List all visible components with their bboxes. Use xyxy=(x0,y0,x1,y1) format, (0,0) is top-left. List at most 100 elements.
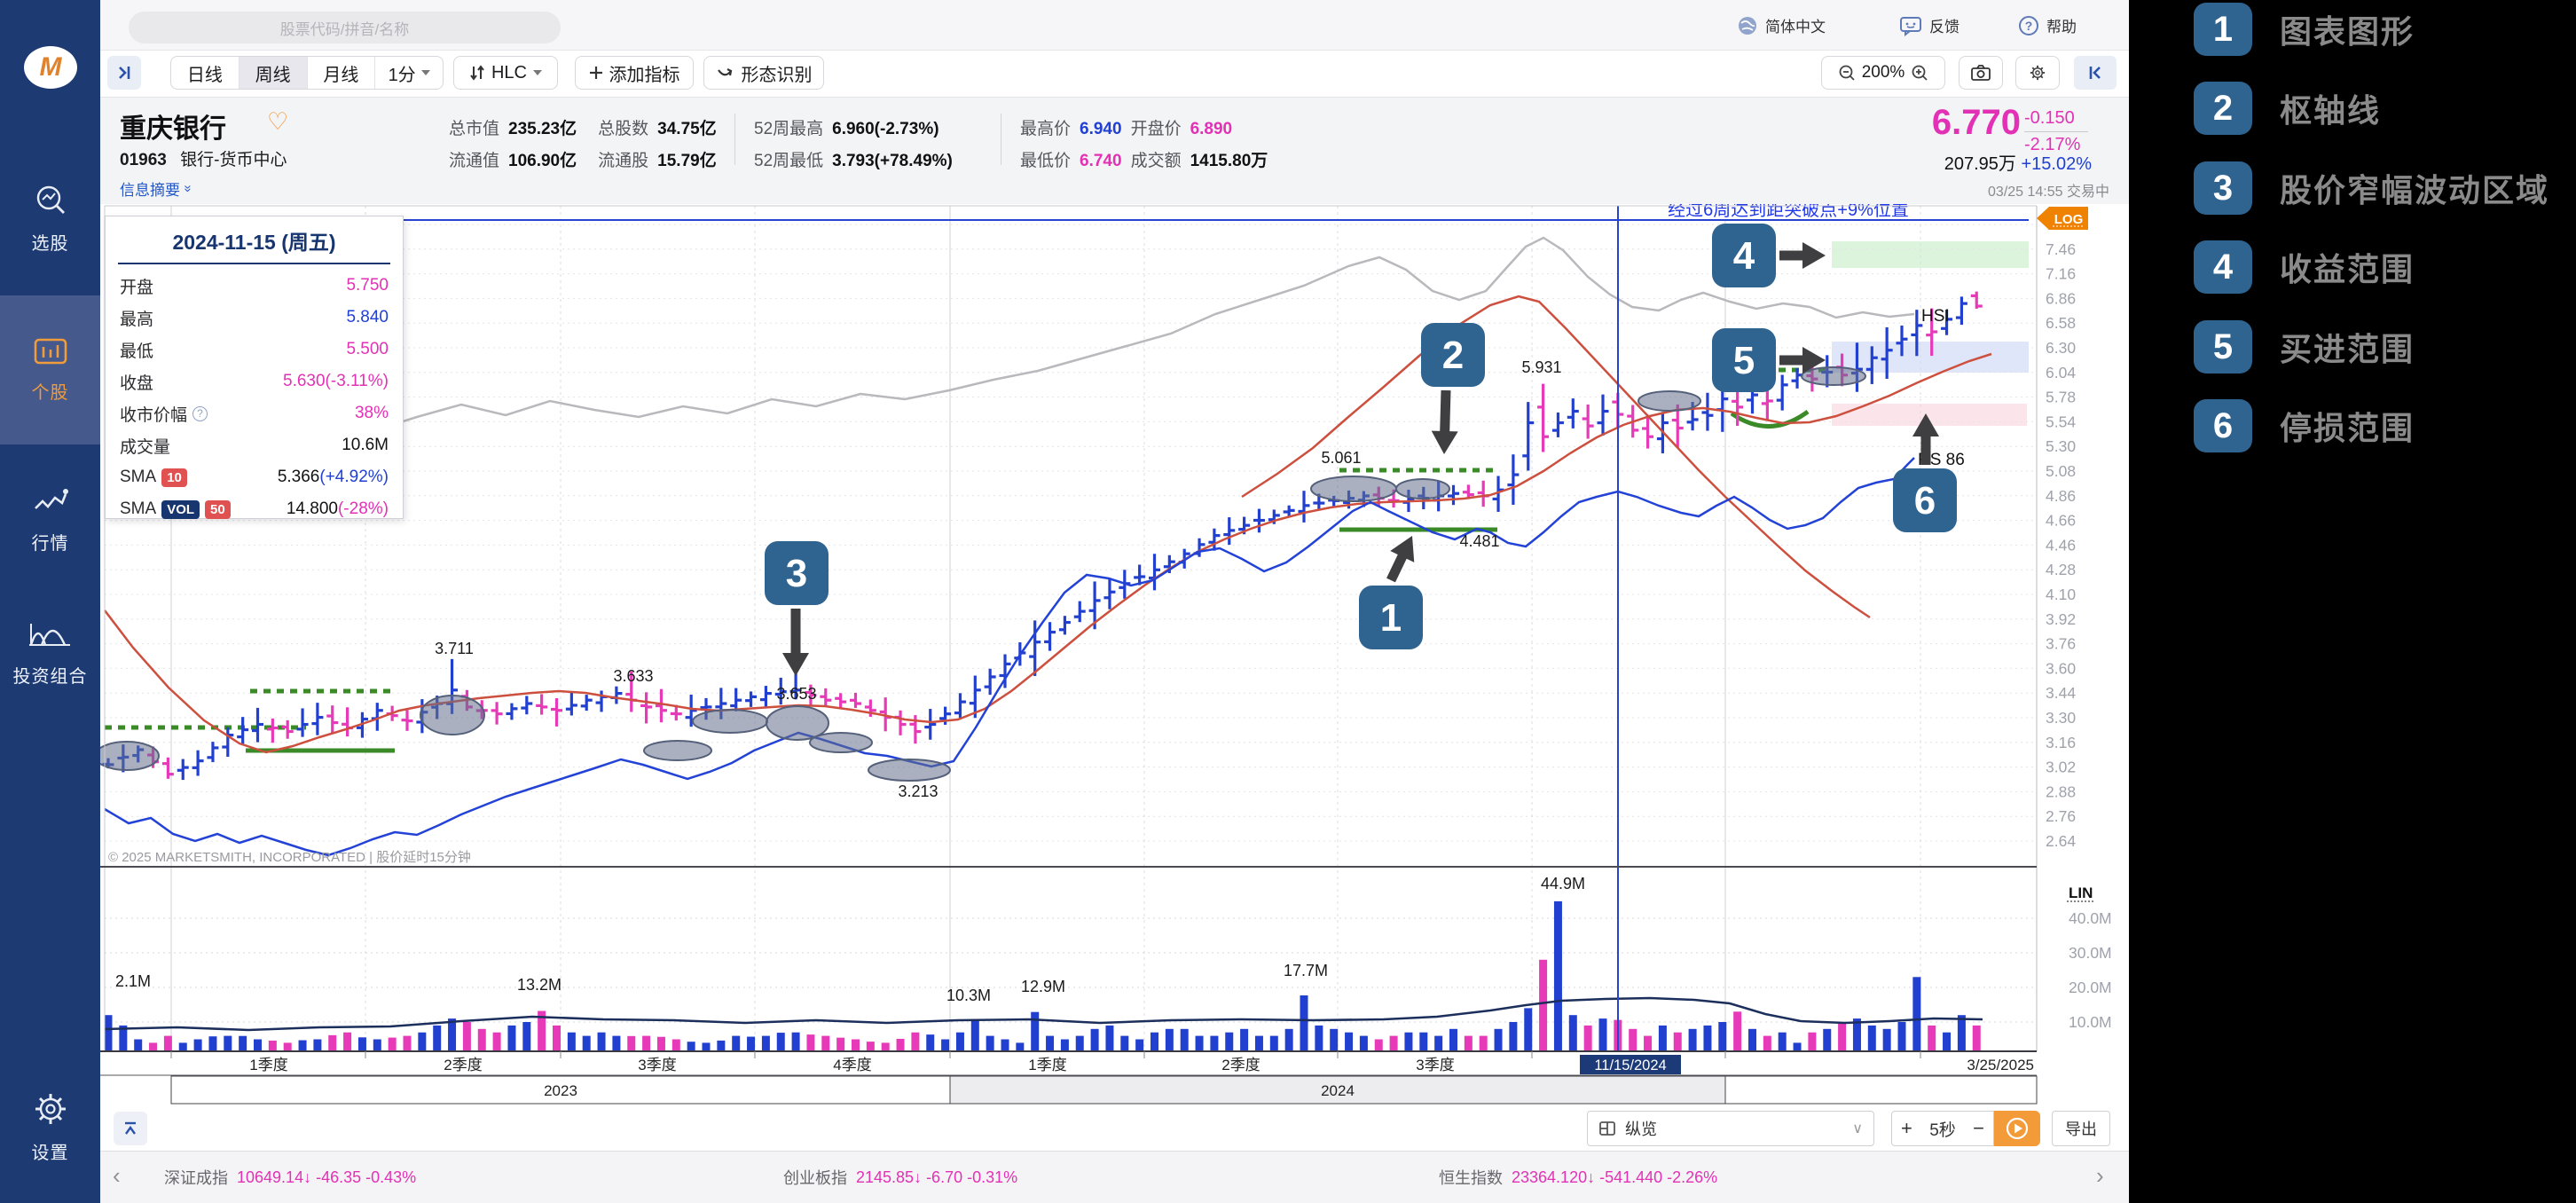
price-axis-tick: 5.08 xyxy=(2046,462,2076,480)
stat-value: 3.793(+78.49%) xyxy=(832,152,953,170)
stock-code-industry: 01963 银行-货币中心 xyxy=(120,146,287,170)
quote-low: 6.740 xyxy=(1080,152,1122,170)
pattern-arc xyxy=(1730,409,1810,429)
tooltip-value: 38% xyxy=(354,404,389,422)
volume-annotation-label: 2.1M xyxy=(115,972,151,990)
period-button-group: 日线 周线 月线 1分 xyxy=(170,56,444,90)
period-minute-dropdown[interactable]: 1分 xyxy=(375,57,443,89)
price-annotation-label: 5.061 xyxy=(1321,449,1361,467)
zoom-control: 200% xyxy=(1821,56,1945,90)
sma10-value: 5.366(+4.92%) xyxy=(277,468,389,486)
index-chinext[interactable]: 创业板指 2145.85↓ -6.70 -0.31% xyxy=(783,1166,1017,1189)
legend-badge: 3 xyxy=(2194,161,2252,215)
chevron-down-icon: ∨ xyxy=(1852,1121,1863,1136)
sidebar-item-single-stock[interactable]: 个股 xyxy=(0,295,100,444)
speed-increase-button[interactable]: + xyxy=(1901,1117,1912,1139)
view-mode-select[interactable]: 纵览 ∨ xyxy=(1587,1111,1874,1146)
chart-settings-button[interactable] xyxy=(2015,56,2060,90)
pattern-recognition-button[interactable]: 形态识别 xyxy=(703,56,824,90)
volume-axis-tick: 20.0M xyxy=(2069,979,2112,996)
sidebar-item-settings[interactable]: 设置 xyxy=(0,1089,100,1164)
collapse-panel-button[interactable] xyxy=(114,1112,147,1145)
legend-badge: 6 xyxy=(2194,399,2252,452)
legend-item-pivot-line: 2 枢轴线 xyxy=(2129,82,2576,135)
period-daily[interactable]: 日线 xyxy=(171,57,240,89)
chevron-right-icon[interactable]: › xyxy=(2096,1162,2104,1189)
feedback-button[interactable]: 反馈 xyxy=(1899,0,1959,51)
legend-item-chart-pattern: 1 图表图形 xyxy=(2129,3,2576,56)
axis-end-date: 3/25/2025 xyxy=(1967,1057,2034,1073)
gear-icon xyxy=(35,1094,66,1124)
help-button[interactable]: ? 帮助 xyxy=(2018,0,2077,51)
screenshot-button[interactable] xyxy=(1959,56,2003,90)
language-label: 简体中文 xyxy=(1765,19,1826,35)
period-monthly[interactable]: 月线 xyxy=(308,57,376,89)
logo-m-icon: M xyxy=(39,52,62,82)
zoom-in-icon[interactable] xyxy=(1911,64,1928,82)
sidebar-item-screener[interactable]: 选股 xyxy=(0,182,100,255)
tight-area-ellipse xyxy=(420,695,485,735)
legend-label: 股价窄幅波动区域 xyxy=(2280,172,2550,208)
lin-scale-tag: LIN xyxy=(2069,885,2093,901)
quarter-label: 3季度 xyxy=(1416,1057,1454,1073)
sidebar-item-portfolio[interactable]: 投资组合 xyxy=(0,617,100,688)
price-annotation-label: 3.711 xyxy=(435,640,474,657)
legend-badge: 1 xyxy=(2194,3,2252,56)
legend-label: 图表图形 xyxy=(2280,13,2415,50)
index-hsi[interactable]: 恒生指数 23364.120↓ -541.440 -2.26% xyxy=(1439,1166,1717,1189)
volume-change-pct: +15.02% xyxy=(2021,154,2092,174)
chevron-bar-right-icon xyxy=(119,67,130,79)
tight-area-ellipse xyxy=(100,741,160,771)
add-indicator-button[interactable]: 添加指标 xyxy=(575,56,694,90)
divider xyxy=(118,263,390,264)
search-input[interactable]: 股票代码/拼音/名称 xyxy=(129,12,561,43)
price-annotation-label: 3.213 xyxy=(898,782,938,800)
language-switcher[interactable]: 简体中文 xyxy=(1737,0,1826,51)
app-logo[interactable]: M xyxy=(24,46,77,89)
legend-item-tight-area: 3 股价窄幅波动区域 xyxy=(2129,161,2576,215)
stat-value: 235.23亿 xyxy=(508,120,577,138)
sidebar-nav: M 选股 个股 行情 xyxy=(0,0,100,1203)
help-question-icon[interactable]: ? xyxy=(192,405,208,421)
quarter-label: 1季度 xyxy=(249,1057,287,1073)
info-summary-link[interactable]: 信息摘要 » xyxy=(120,182,196,199)
volume-annotation-label: 13.2M xyxy=(517,976,562,994)
index-values: 23364.120↓ -541.440 -2.26% xyxy=(1512,1168,1718,1186)
export-button[interactable]: 导出 xyxy=(2052,1111,2110,1146)
tooltip-value: 5.840 xyxy=(346,308,389,326)
panel-expand-button[interactable] xyxy=(107,56,141,90)
chart-style-dropdown[interactable]: HLC xyxy=(453,56,558,90)
svg-text:?: ? xyxy=(2025,19,2033,33)
index-values: 2145.85↓ -6.70 -0.31% xyxy=(856,1168,1018,1186)
sidebar-item-label: 个股 xyxy=(31,383,69,403)
zoom-out-icon[interactable] xyxy=(1838,64,1856,82)
quote-label: 最高价 xyxy=(1020,120,1072,138)
search-placeholder: 股票代码/拼音/名称 xyxy=(279,20,410,38)
price-axis-tick: 4.10 xyxy=(2046,586,2076,603)
quote-high: 6.940 xyxy=(1080,120,1122,138)
stock-chart-icon xyxy=(34,338,67,365)
quarter-label: 2季度 xyxy=(1221,1057,1260,1073)
help-question-icon: ? xyxy=(2019,15,2038,35)
main-content: 股票代码/拼音/名称 简体中文 反馈 xyxy=(100,0,2129,1203)
tooltip-value: 5.500 xyxy=(346,340,389,358)
favorite-heart-icon[interactable]: ♡ xyxy=(267,108,289,135)
last-price: 6.770 xyxy=(1931,103,2021,142)
tight-area-ellipse xyxy=(1310,476,1397,502)
index-szse[interactable]: 深证成指 10649.14↓ -46.35 -0.43% xyxy=(164,1166,416,1189)
price-chart[interactable]: 经过6周达到距突破点+9%位置 3.711 3.633 3.653 3.213 5.061… xyxy=(100,204,2129,1105)
sidebar-item-label: 投资组合 xyxy=(12,667,88,687)
replay-play-button[interactable] xyxy=(1994,1111,2040,1146)
chart-toolbar: 日线 周线 月线 1分 HLC 添加指标 xyxy=(100,51,2129,98)
period-weekly[interactable]: 周线 xyxy=(239,57,308,89)
sidebar-item-market[interactable]: 行情 xyxy=(0,484,100,554)
volume-annotation-label: 17.7M xyxy=(1284,962,1328,979)
speed-decrease-button[interactable]: − xyxy=(1973,1117,1984,1139)
volume-axis-tick: 30.0M xyxy=(2069,944,2112,962)
legend-badge: 4 xyxy=(2194,240,2252,294)
panel-collapse-button[interactable] xyxy=(2074,56,2117,90)
svg-text:2: 2 xyxy=(1442,334,1464,377)
view-mode-value: 纵览 xyxy=(1625,1120,1657,1138)
chart-annotation-badge-6 xyxy=(1893,468,1957,532)
chevron-left-icon[interactable]: ‹ xyxy=(113,1162,121,1189)
